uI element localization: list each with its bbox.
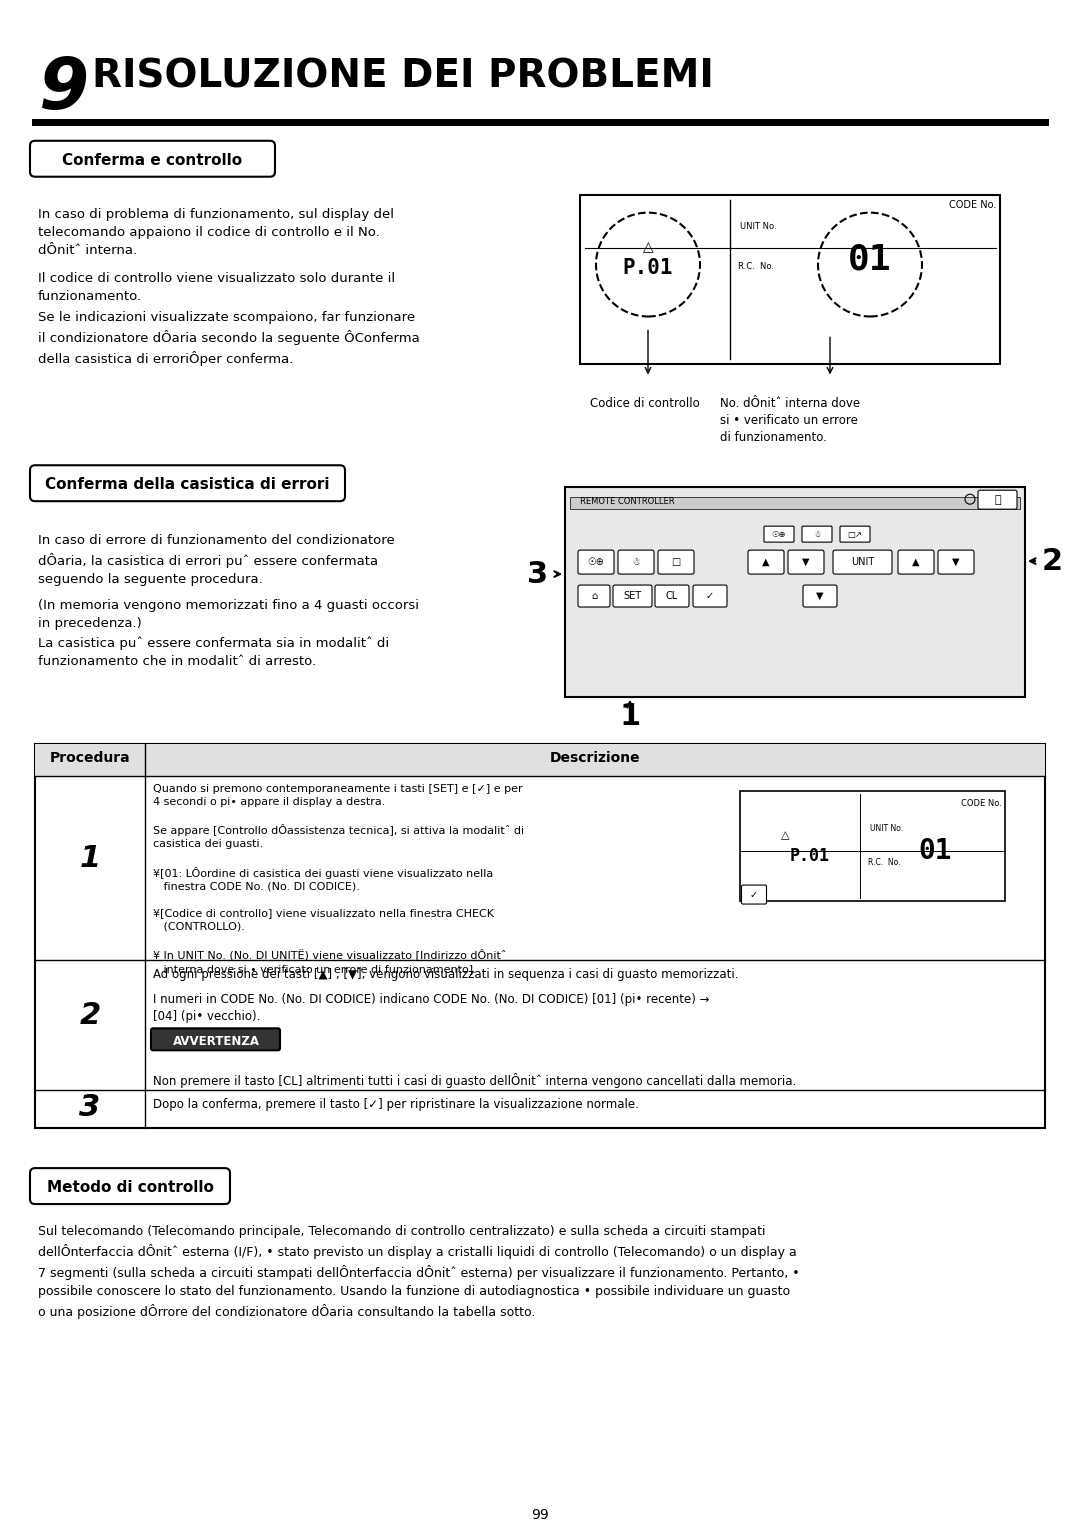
FancyBboxPatch shape [840, 526, 870, 541]
Text: RISOLUZIONE DEI PROBLEMI: RISOLUZIONE DEI PROBLEMI [92, 58, 714, 96]
Text: 2: 2 [79, 1000, 100, 1029]
FancyBboxPatch shape [30, 140, 275, 177]
Text: Conferma e controllo: Conferma e controllo [62, 152, 242, 168]
Text: P.01: P.01 [623, 258, 673, 278]
Text: □: □ [672, 557, 680, 567]
Bar [565, 486, 1025, 697]
Bar [35, 744, 1045, 1128]
Text: Descrizione: Descrizione [550, 750, 640, 766]
FancyBboxPatch shape [613, 586, 652, 607]
Text: ☉⊕: ☉⊕ [588, 557, 605, 567]
Bar [580, 195, 1000, 364]
FancyBboxPatch shape [578, 551, 615, 573]
Text: In caso di errore di funzionamento del condizionatore
dÔaria, la casistica di er: In caso di errore di funzionamento del c… [38, 534, 395, 586]
Text: No. dÔnitˆ interna dove
si • verificato un errore
di funzionamento.: No. dÔnitˆ interna dove si • verificato … [720, 398, 860, 444]
Text: (In memoria vengono memorizzati fino a 4 guasti occorsi
in precedenza.): (In memoria vengono memorizzati fino a 4… [38, 599, 419, 630]
FancyBboxPatch shape [578, 586, 610, 607]
Text: Metodo di controllo: Metodo di controllo [46, 1180, 214, 1196]
Text: ▲: ▲ [762, 557, 770, 567]
Text: ⏻: ⏻ [995, 496, 1001, 505]
FancyBboxPatch shape [151, 1028, 280, 1051]
FancyBboxPatch shape [833, 551, 892, 573]
Text: 2: 2 [1042, 546, 1063, 575]
FancyBboxPatch shape [693, 586, 727, 607]
Text: △: △ [643, 241, 653, 255]
Text: La casistica puˆ essere confermata sia in modalitˆ di
funzionamento che in modal: La casistica puˆ essere confermata sia i… [38, 637, 389, 668]
FancyBboxPatch shape [742, 884, 767, 904]
FancyBboxPatch shape [804, 586, 837, 607]
Text: ✓: ✓ [706, 592, 714, 601]
FancyBboxPatch shape [764, 526, 794, 541]
Text: □↗: □↗ [848, 529, 863, 538]
Text: ⌂: ⌂ [591, 592, 597, 601]
Text: 3: 3 [79, 1093, 100, 1122]
FancyBboxPatch shape [978, 490, 1017, 509]
Text: UNIT No.: UNIT No. [740, 221, 777, 230]
Text: CODE No.: CODE No. [961, 799, 1002, 808]
Bar [740, 791, 1005, 901]
Text: Ad ogni pressione dei tasti [▲] , [▼], vengono visualizzati in sequenza i casi d: Ad ogni pressione dei tasti [▲] , [▼], v… [153, 968, 739, 982]
FancyBboxPatch shape [748, 551, 784, 573]
Text: ☉⊕: ☉⊕ [772, 529, 786, 538]
FancyBboxPatch shape [30, 465, 345, 502]
Text: Non premere il tasto [CL] altrimenti tutti i casi di guasto dellÔnitˆ interna ve: Non premere il tasto [CL] altrimenti tut… [153, 1074, 796, 1089]
Text: R.C.  No.: R.C. No. [738, 262, 774, 270]
Text: I numeri in CODE No. (No. DI CODICE) indicano CODE No. (No. DI CODICE) [01] (pi•: I numeri in CODE No. (No. DI CODICE) ind… [153, 993, 710, 1023]
Text: 01: 01 [848, 242, 892, 276]
FancyBboxPatch shape [788, 551, 824, 573]
Text: CODE No.: CODE No. [948, 200, 996, 209]
Text: Se le indicazioni visualizzate scompaiono, far funzionare
il condizionatore dÔar: Se le indicazioni visualizzate scompaion… [38, 311, 420, 366]
Text: ☃: ☃ [632, 557, 640, 567]
Text: Dopo la conferma, premere il tasto [✓] per ripristinare la visualizzazione norma: Dopo la conferma, premere il tasto [✓] p… [153, 1098, 639, 1112]
Text: 3: 3 [527, 560, 548, 589]
Text: ▲: ▲ [913, 557, 920, 567]
Bar [35, 744, 1045, 776]
Text: 1: 1 [619, 703, 640, 732]
Text: ▼: ▼ [802, 557, 810, 567]
Text: Conferma della casistica di errori: Conferma della casistica di errori [44, 477, 329, 493]
FancyBboxPatch shape [802, 526, 832, 541]
FancyBboxPatch shape [939, 551, 974, 573]
Text: Il codice di controllo viene visualizzato solo durante il
funzionamento.: Il codice di controllo viene visualizzat… [38, 271, 395, 302]
Text: Sul telecomando (Telecomando principale, Telecomando di controllo centralizzato): Sul telecomando (Telecomando principale,… [38, 1225, 799, 1319]
Text: 1: 1 [79, 843, 100, 872]
Text: UNIT: UNIT [851, 557, 874, 567]
Text: ▼: ▼ [953, 557, 960, 567]
Text: SET: SET [623, 592, 642, 601]
FancyBboxPatch shape [897, 551, 934, 573]
Text: Procedura: Procedura [50, 750, 131, 766]
Text: 01: 01 [918, 837, 951, 865]
Text: ✓: ✓ [750, 889, 758, 900]
Text: REMOTE CONTROLLER: REMOTE CONTROLLER [580, 497, 675, 506]
Text: ▼: ▼ [816, 592, 824, 601]
Text: R.C.  No.: R.C. No. [868, 859, 901, 868]
FancyBboxPatch shape [658, 551, 694, 573]
Text: AVVERTENZA: AVVERTENZA [173, 1035, 259, 1048]
Text: Codice di controllo: Codice di controllo [590, 398, 700, 410]
Text: ☃: ☃ [813, 529, 821, 538]
Text: UNIT No.: UNIT No. [870, 824, 903, 833]
Text: In caso di problema di funzionamento, sul display del
telecomando appaiono il co: In caso di problema di funzionamento, su… [38, 207, 394, 256]
Text: P.01: P.01 [789, 846, 831, 865]
Text: △: △ [781, 831, 789, 840]
FancyBboxPatch shape [30, 1168, 230, 1205]
Text: CL: CL [666, 592, 678, 601]
Text: Quando si premono contemporaneamente i tasti [SET] e [✓] e per
4 secondi o pi• a: Quando si premono contemporaneamente i t… [153, 784, 524, 973]
Text: 99: 99 [531, 1508, 549, 1522]
Text: 9: 9 [38, 55, 89, 124]
Bar [570, 497, 1020, 509]
FancyBboxPatch shape [618, 551, 654, 573]
FancyBboxPatch shape [654, 586, 689, 607]
